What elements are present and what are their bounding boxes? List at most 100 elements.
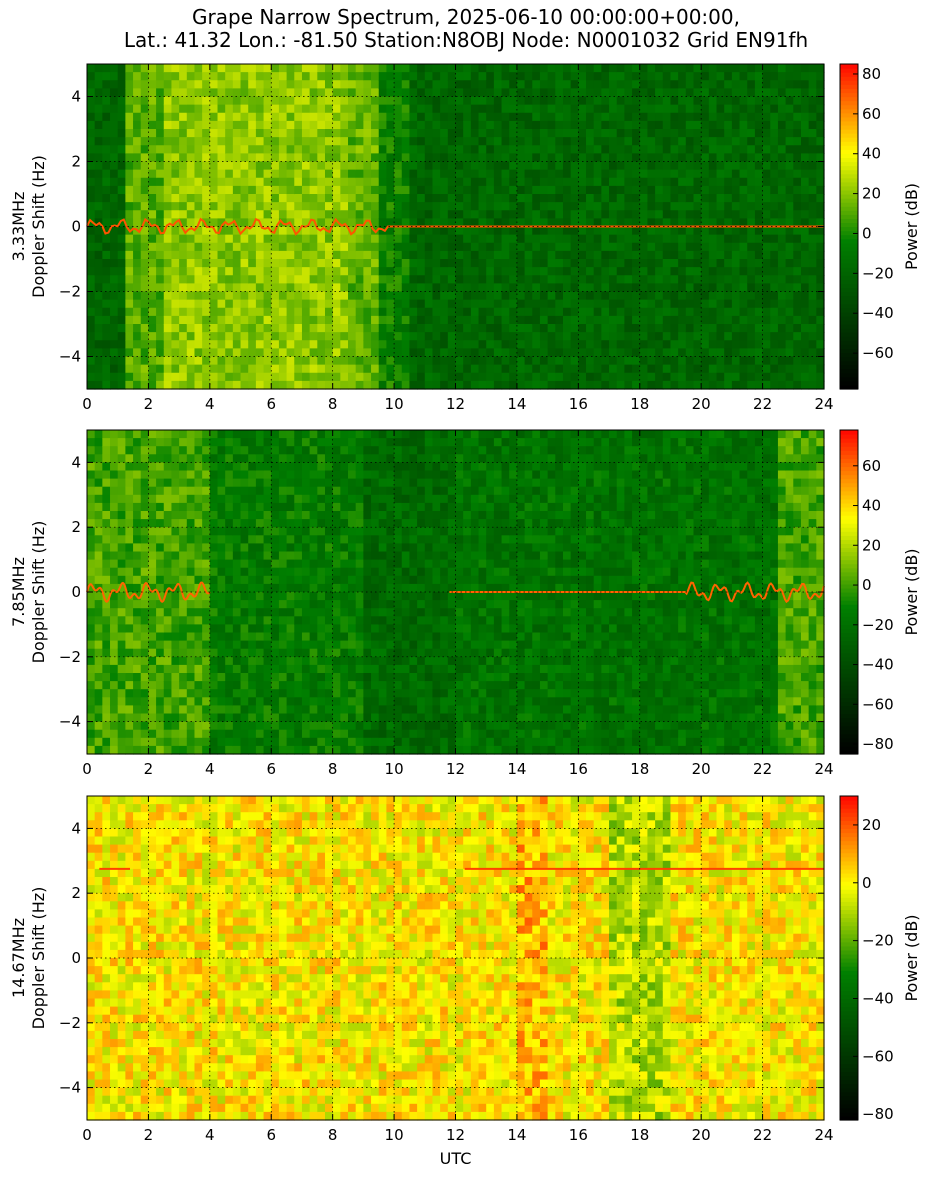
heat-cell: [747, 348, 756, 358]
heat-cell: [248, 348, 257, 358]
heat-cell: [294, 169, 303, 179]
heat-cell: [179, 681, 188, 690]
heat-cell: [555, 234, 564, 244]
heat-cell: [800, 194, 810, 203]
heat-cell: [186, 592, 196, 601]
heat-cell: [509, 88, 518, 98]
heat-cell: [716, 185, 725, 195]
heat-cell: [447, 259, 457, 268]
heat-cell: [255, 226, 265, 236]
heat-cell: [255, 697, 265, 706]
heat-cell: [248, 551, 257, 561]
heat-cell: [793, 380, 802, 390]
heat-cell: [194, 632, 203, 642]
heat-cell: [363, 145, 372, 154]
heat-cell: [232, 364, 242, 374]
heat-cell: [117, 470, 126, 480]
heat-cell: [117, 332, 126, 341]
heat-cell: [762, 169, 771, 179]
heat-cell: [624, 96, 633, 106]
heat-cell: [493, 259, 503, 268]
heat-cell: [493, 161, 503, 171]
heat-cell: [800, 202, 810, 211]
heat-cell: [440, 64, 449, 73]
heat-cell: [578, 307, 587, 317]
heat-cell: [140, 648, 150, 658]
heat-cell: [478, 275, 487, 284]
heat-cell: [562, 259, 572, 268]
heat-cell: [248, 283, 257, 293]
heat-cell: [263, 446, 272, 455]
heat-cell: [509, 169, 518, 179]
heat-cell: [616, 161, 625, 171]
heat-cell: [509, 226, 518, 236]
heat-cell: [386, 226, 395, 236]
heat-cell: [171, 559, 180, 569]
heat-cell: [87, 648, 96, 658]
heat-cell: [278, 194, 288, 203]
heat-cell: [148, 681, 157, 690]
heat-cell: [110, 592, 119, 601]
heat-cell: [186, 486, 196, 496]
heat-cell: [808, 96, 817, 106]
heat-cell: [409, 259, 418, 268]
heat-cell: [117, 624, 126, 634]
heat-cell: [662, 356, 672, 366]
heat-cell: [371, 364, 380, 374]
heat-cell: [793, 194, 802, 203]
heat-cell: [747, 96, 756, 106]
heat-cell: [179, 348, 188, 358]
colorbar-step: [840, 259, 858, 264]
heat-cell: [301, 137, 311, 146]
heat-cell: [586, 145, 595, 154]
heat-cell: [808, 356, 817, 366]
heat-cell: [102, 494, 111, 504]
heat-cell: [547, 80, 556, 89]
heat-cell: [117, 632, 126, 642]
heat-cell: [547, 137, 556, 146]
heat-cell: [340, 177, 349, 187]
colorbar-tick-label: −60: [862, 344, 894, 362]
heat-cell: [701, 299, 710, 309]
heat-cell: [248, 185, 257, 195]
heat-cell: [624, 185, 633, 195]
heat-cell: [240, 737, 249, 747]
heat-cell: [785, 356, 794, 366]
heat-cell: [470, 315, 480, 325]
heat-cell: [102, 713, 111, 723]
heat-cell: [194, 202, 203, 211]
heat-cell: [701, 259, 710, 268]
heat-cell: [693, 283, 702, 293]
colorbar-step: [840, 194, 858, 199]
heat-cell: [133, 673, 142, 682]
heat-cell: [378, 112, 388, 122]
heat-cell: [670, 324, 679, 333]
heat-cell: [217, 438, 226, 447]
heat-cell: [332, 72, 341, 81]
heat-cell: [401, 96, 411, 106]
heat-cell: [286, 356, 295, 366]
heat-cell: [570, 161, 579, 171]
heat-cell: [140, 592, 150, 601]
heat-cell: [708, 96, 718, 106]
heat-cell: [278, 96, 288, 106]
heat-cell: [593, 275, 602, 284]
heat-cell: [777, 348, 787, 358]
heat-cell: [532, 112, 541, 122]
heat-cell: [808, 153, 817, 163]
heat-cell: [148, 543, 157, 553]
heat-cell: [800, 250, 810, 260]
heat-cell: [179, 80, 188, 89]
heat-cell: [378, 210, 388, 219]
heat-cell: [186, 88, 196, 98]
heat-cell: [148, 307, 157, 317]
heat-cell: [678, 177, 687, 187]
heat-cell: [455, 307, 464, 317]
heat-cell: [562, 356, 572, 366]
heat-cell: [217, 299, 226, 309]
chart-title-line2: Lat.: 41.32 Lon.: -81.50 Station:N8OBJ N…: [123, 28, 809, 52]
heat-cell: [424, 96, 434, 106]
heat-cell: [632, 137, 641, 146]
heat-cell: [632, 307, 641, 317]
heat-cell: [486, 202, 495, 211]
